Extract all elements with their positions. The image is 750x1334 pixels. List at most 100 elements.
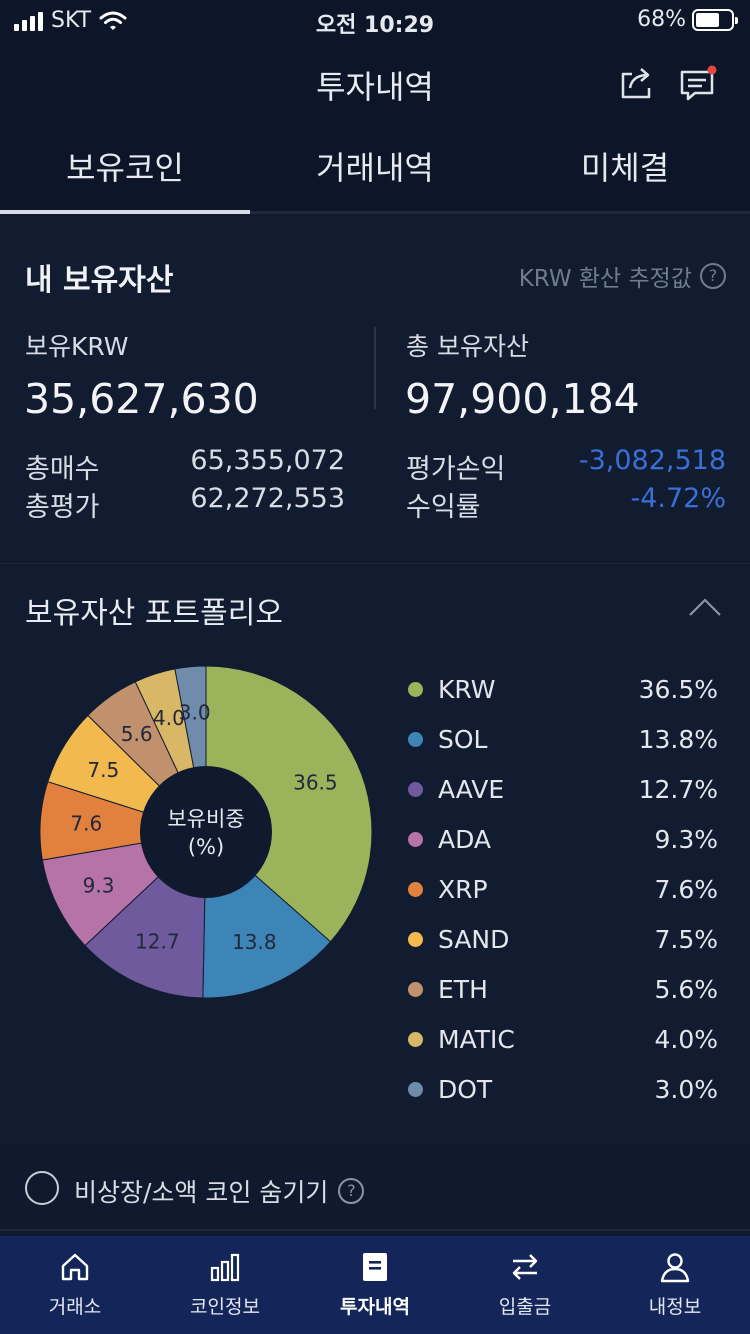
krw-label: 보유KRW bbox=[25, 332, 129, 361]
krw-value: 35,627,630 bbox=[24, 375, 259, 423]
chevron-up-icon[interactable] bbox=[688, 596, 722, 618]
estimate-note[interactable]: KRW 환산 추정값 ? bbox=[519, 259, 726, 293]
portfolio-legend: KRW 36.5% SOL 13.8% AAVE 12.7% ADA 9.3% XRP 7.6% S… bbox=[408, 664, 718, 1114]
legend-percent: 5.6% bbox=[654, 974, 718, 1004]
legend-item-dot: DOT 3.0% bbox=[408, 1064, 718, 1114]
battery-icon bbox=[692, 8, 738, 31]
total-eval-label: 총평가 bbox=[25, 492, 100, 523]
legend-swatch bbox=[408, 1081, 423, 1097]
nav-deposit-withdraw[interactable]: 입출금 bbox=[450, 1236, 600, 1334]
donut-hole bbox=[140, 766, 272, 898]
nav-investments[interactable]: 투자내역 bbox=[300, 1236, 450, 1334]
legend-percent: 7.5% bbox=[654, 924, 718, 954]
hide-small-coins-checkbox[interactable] bbox=[25, 1171, 59, 1205]
total-eval-value: 62,272,553 bbox=[190, 483, 345, 514]
donut-center-unit: (%) bbox=[188, 835, 224, 859]
tab-pending[interactable]: 미체결 bbox=[580, 149, 670, 187]
asset-heading: 내 보유자산 bbox=[25, 263, 174, 298]
legend-name: SAND bbox=[438, 924, 510, 954]
help-icon[interactable]: ? bbox=[700, 263, 726, 289]
status-bar: SKT 오전 10:29 68% bbox=[0, 0, 750, 40]
legend-item-ada: ADA 9.3% bbox=[408, 814, 718, 864]
nav-coin-info[interactable]: 코인정보 bbox=[150, 1236, 300, 1334]
legend-item-eth: ETH 5.6% bbox=[408, 964, 718, 1014]
legend-swatch bbox=[408, 681, 423, 697]
tab-holdings[interactable]: 보유코인 bbox=[0, 126, 250, 214]
legend-item-sol: SOL 13.8% bbox=[408, 714, 718, 764]
legend-item-xrp: XRP 7.6% bbox=[408, 864, 718, 914]
total-assets-label: 총 보유자산 bbox=[406, 332, 529, 361]
clock: 오전 10:29 bbox=[315, 13, 435, 38]
divider bbox=[374, 327, 376, 409]
nav-exchange-label: 거래소 bbox=[48, 1296, 102, 1318]
legend-name: MATIC bbox=[438, 1024, 515, 1054]
legend-name: XRP bbox=[438, 874, 488, 904]
legend-name: SOL bbox=[438, 724, 488, 754]
pie-slice-label-matic: 4.0 bbox=[153, 706, 185, 730]
portfolio-section: 보유자산 포트폴리오 보유비중 (%) 36.5 13.8 12.7 9.3 7.6 7.… bbox=[0, 563, 750, 1143]
legend-swatch bbox=[408, 1031, 423, 1047]
nav-exchange[interactable]: 거래소 bbox=[0, 1236, 150, 1334]
pie-slice-label-sol: 13.8 bbox=[232, 930, 277, 954]
asset-summary: 내 보유자산 KRW 환산 추정값 ? 보유KRW 35,627,630 총 보… bbox=[0, 217, 750, 562]
help-icon[interactable]: ? bbox=[338, 1178, 365, 1204]
legend-percent: 4.0% bbox=[654, 1024, 718, 1054]
legend-percent: 13.8% bbox=[638, 724, 718, 754]
legend-percent: 12.7% bbox=[638, 774, 718, 804]
legend-item-matic: MATIC 4.0% bbox=[408, 1014, 718, 1064]
wifi-icon bbox=[99, 11, 127, 30]
total-buy-value: 65,355,072 bbox=[190, 445, 345, 476]
portfolio-heading: 보유자산 포트폴리오 bbox=[25, 596, 283, 631]
hide-small-coins-label: 비상장/소액 코인 숨기기 bbox=[74, 1178, 329, 1207]
document-icon bbox=[363, 1253, 387, 1281]
legend-name: ADA bbox=[438, 824, 492, 854]
pie-slice-label-xrp: 7.6 bbox=[70, 812, 102, 836]
legend-swatch bbox=[408, 931, 423, 947]
legend-swatch bbox=[408, 881, 423, 897]
pnl-label: 평가손익 bbox=[406, 454, 506, 485]
pie-slice-krw bbox=[205, 665, 373, 943]
legend-name: AAVE bbox=[438, 774, 505, 804]
nav-my-info-label: 내정보 bbox=[648, 1296, 702, 1318]
legend-percent: 36.5% bbox=[638, 674, 718, 704]
nav-coin-info-label: 코인정보 bbox=[190, 1296, 260, 1318]
pie-slice-label-ada: 9.3 bbox=[83, 873, 115, 897]
rate-label: 수익률 bbox=[406, 492, 481, 523]
portfolio-donut-chart: 보유비중 (%) 36.5 13.8 12.7 9.3 7.6 7.55.64.03.0 bbox=[39, 665, 373, 999]
app-header: 투자내역 bbox=[0, 40, 750, 126]
legend-swatch bbox=[408, 831, 423, 847]
total-buy-label: 총매수 bbox=[25, 454, 100, 485]
pie-slice-label-dot: 3.0 bbox=[179, 701, 211, 725]
tab-history[interactable]: 거래내역 bbox=[316, 149, 434, 187]
legend-item-aave: AAVE 12.7% bbox=[408, 764, 718, 814]
legend-name: DOT bbox=[438, 1074, 493, 1104]
page-title: 투자내역 bbox=[316, 68, 434, 106]
bar-chart-icon bbox=[210, 1253, 240, 1282]
share-icon[interactable] bbox=[618, 64, 656, 102]
donut-center-label: 보유비중 bbox=[167, 807, 244, 831]
bottom-nav: 거래소 코인정보 투자내역 입출금 내정보 bbox=[0, 1236, 750, 1334]
pie-slice-label-krw: 36.5 bbox=[293, 771, 338, 795]
nav-deposit-withdraw-label: 입출금 bbox=[498, 1296, 552, 1318]
person-icon bbox=[660, 1253, 690, 1283]
rate-value: -4.72% bbox=[630, 483, 726, 514]
total-assets-value: 97,900,184 bbox=[405, 375, 640, 423]
legend-item-krw: KRW 36.5% bbox=[408, 664, 718, 714]
legend-name: KRW bbox=[438, 674, 496, 704]
nav-investments-label: 투자내역 bbox=[340, 1296, 410, 1318]
legend-swatch bbox=[408, 731, 423, 747]
transfer-icon bbox=[512, 1254, 538, 1280]
battery-percent: 68% bbox=[637, 7, 686, 32]
pnl-value: -3,082,518 bbox=[578, 445, 726, 476]
estimate-note-label: KRW 환산 추정값 bbox=[518, 266, 692, 292]
signal-icon bbox=[14, 11, 43, 31]
chat-icon[interactable] bbox=[678, 64, 718, 104]
pie-slice-label-sand: 7.5 bbox=[87, 758, 119, 782]
tab-bar: 보유코인 거래내역 미체결 bbox=[0, 126, 750, 214]
legend-swatch bbox=[408, 981, 423, 997]
hide-small-coins-option[interactable]: 비상장/소액 코인 숨기기 ? bbox=[0, 1143, 750, 1231]
legend-percent: 7.6% bbox=[654, 874, 718, 904]
carrier-name: SKT bbox=[51, 8, 92, 33]
legend-name: ETH bbox=[438, 974, 488, 1004]
nav-my-info[interactable]: 내정보 bbox=[600, 1236, 750, 1334]
